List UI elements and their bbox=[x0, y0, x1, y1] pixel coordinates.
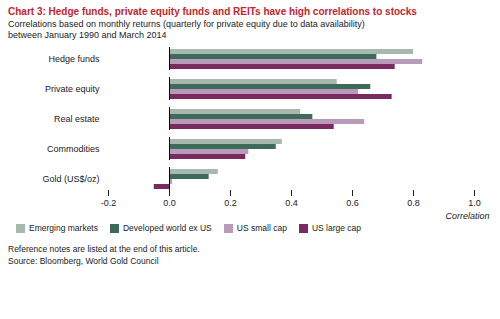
html-text:US small cap: US small cap bbox=[236, 223, 287, 233]
svg-text:Private equity: Private equity bbox=[45, 84, 100, 94]
html-text:Emerging markets: Emerging markets bbox=[29, 223, 98, 233]
svg-text:0.4: 0.4 bbox=[285, 198, 298, 208]
svg-text:Gold (US$/oz): Gold (US$/oz) bbox=[42, 174, 99, 184]
svg-text:1.0: 1.0 bbox=[468, 198, 481, 208]
html-text:Correlations based on monthly: Correlations based on monthly returns (q… bbox=[8, 19, 365, 29]
html-text:US large cap: US large cap bbox=[311, 223, 361, 233]
html-text:Source: Bloomberg, World Gold: Source: Bloomberg, World Gold Council bbox=[8, 256, 159, 266]
svg-text:0.6: 0.6 bbox=[346, 198, 359, 208]
svg-text:-0.2: -0.2 bbox=[101, 198, 117, 208]
html-text:between January 1990 and March: between January 1990 and March 2014 bbox=[8, 30, 167, 40]
html-text:Chart 3: Hedge funds, private: Chart 3: Hedge funds, private equity fun… bbox=[8, 6, 417, 17]
html-text:Developed world ex US: Developed world ex US bbox=[123, 223, 212, 233]
svg-text:Hedge funds: Hedge funds bbox=[48, 54, 100, 64]
html-text:Reference notes are listed at: Reference notes are listed at the end of… bbox=[8, 244, 200, 254]
svg-text:0.2: 0.2 bbox=[224, 198, 237, 208]
svg-text:Real estate: Real estate bbox=[54, 114, 100, 124]
svg-text:Commodities: Commodities bbox=[47, 144, 100, 154]
svg-text:0.8: 0.8 bbox=[407, 198, 420, 208]
svg-text:Correlation: Correlation bbox=[445, 211, 489, 221]
svg-text:0.0: 0.0 bbox=[163, 198, 176, 208]
